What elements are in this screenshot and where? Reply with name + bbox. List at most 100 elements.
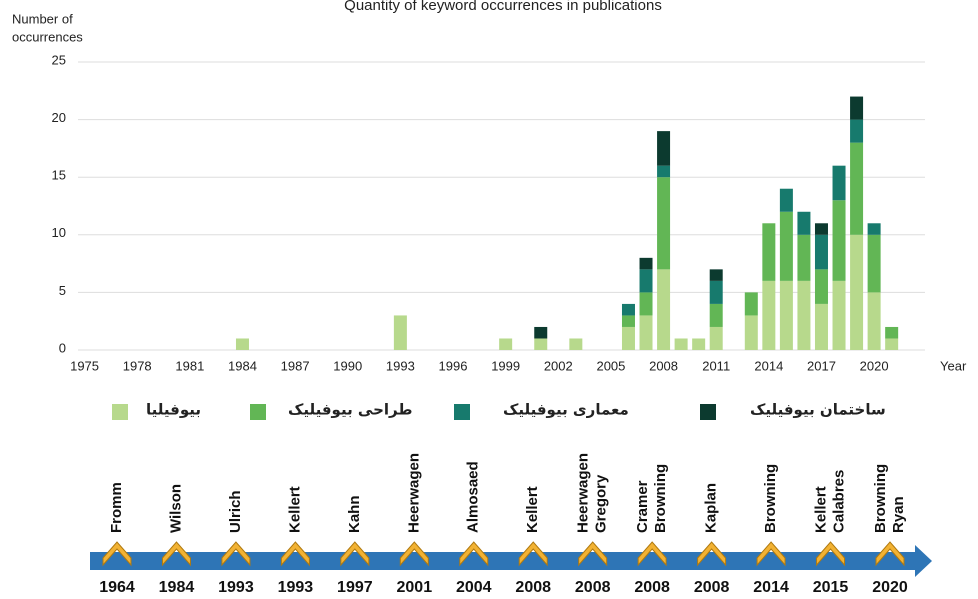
bar-segment	[621, 315, 635, 327]
timeline-year: 2001	[397, 579, 433, 596]
timeline-name: Gregory	[593, 474, 610, 533]
x-tick-label: 2002	[544, 358, 573, 373]
bar-segment	[744, 315, 758, 350]
timeline-name: Browning	[872, 464, 889, 533]
x-tick-label: 2014	[754, 358, 783, 373]
x-tick-label: 1987	[281, 358, 310, 373]
timeline-name: Kaplan	[703, 483, 720, 533]
timeline-name: Ulrich	[227, 490, 244, 533]
x-tick-label: 1999	[491, 358, 520, 373]
timeline-name: Browning	[652, 464, 669, 533]
bar-segment	[621, 303, 635, 316]
bar-segment	[797, 211, 811, 235]
bar-segment	[534, 338, 548, 350]
x-tick-label: 2011	[702, 358, 730, 373]
bar-segment	[657, 177, 671, 270]
bar-segment	[797, 280, 811, 350]
legend-swatch	[700, 404, 716, 420]
legend-swatch	[112, 404, 128, 420]
x-axis-label: Year	[940, 358, 967, 373]
x-tick-label: 1993	[386, 358, 415, 373]
bar-segment	[657, 131, 671, 166]
bar-segment	[814, 269, 828, 304]
bar-segment	[779, 188, 793, 212]
bar-segment	[639, 315, 653, 350]
timeline-year: 1984	[159, 579, 195, 596]
timeline-name: Fromm	[108, 482, 125, 533]
y-tick-label: 5	[59, 283, 66, 298]
x-tick-label: 1978	[123, 358, 152, 373]
bar-segment	[639, 257, 653, 270]
x-tick-label: 1996	[439, 358, 468, 373]
y-tick-label: 0	[59, 340, 66, 355]
timeline-marker	[637, 541, 667, 567]
bar-segment	[534, 326, 548, 339]
timeline-year: 2008	[634, 579, 670, 596]
bar-segment	[657, 165, 671, 178]
bar-segment	[621, 326, 635, 350]
x-tick-label: 2020	[860, 358, 889, 373]
timeline-year: 2020	[872, 579, 908, 596]
bar-segment	[709, 269, 723, 281]
timeline-marker	[280, 541, 310, 567]
timeline-name: Kellert	[524, 486, 541, 533]
y-axis-label: occurrences	[12, 29, 83, 44]
timeline-year: 1993	[278, 579, 314, 596]
timeline-name: Cramer	[634, 480, 651, 533]
timeline-name: Heerwagen	[575, 453, 592, 533]
bar-segment	[832, 165, 846, 201]
legend-label: معماری بیوفیلیک	[503, 401, 629, 419]
y-tick-label: 20	[52, 110, 66, 125]
bar-segment	[639, 269, 653, 293]
bar-segment	[569, 338, 583, 350]
legend-label: طراحی بیوفیلیک	[288, 401, 413, 419]
x-tick-label: 2005	[596, 358, 625, 373]
bar-segment	[832, 280, 846, 350]
bar-segment	[867, 234, 881, 293]
timeline-year: 2008	[694, 579, 730, 596]
bar-segment	[235, 338, 249, 350]
legend-swatch	[250, 404, 266, 420]
bar-segment	[814, 303, 828, 350]
timeline-name: Browning	[762, 464, 779, 533]
timeline-marker	[459, 541, 489, 567]
timeline-name: Calabres	[831, 470, 848, 533]
x-tick-label: 1984	[228, 358, 257, 373]
timeline-marker	[697, 541, 727, 567]
timeline-year: 2008	[515, 579, 551, 596]
y-axis-label: Number of	[12, 11, 73, 26]
bar-segment	[744, 292, 758, 316]
timeline-year: 2004	[456, 579, 492, 596]
bar-segment	[814, 223, 828, 235]
bar-segment	[850, 96, 864, 120]
bar-segment	[850, 119, 864, 143]
bar-segment	[499, 338, 513, 350]
bar-segment	[657, 269, 671, 350]
bar-segment	[692, 338, 706, 350]
timeline-marker	[161, 541, 191, 567]
timeline-year: 2008	[575, 579, 611, 596]
timeline-name: Kellert	[813, 486, 830, 533]
timeline-name: Kellert	[286, 486, 303, 533]
y-tick-label: 15	[52, 168, 66, 183]
bar-segment	[709, 326, 723, 350]
timeline-arrow	[90, 545, 932, 577]
y-tick-label: 25	[52, 52, 66, 67]
timeline-year: 2015	[813, 579, 849, 596]
timeline-year: 1997	[337, 579, 373, 596]
bar-segment	[709, 280, 723, 304]
bar-segment	[867, 292, 881, 350]
timeline-name: Wilson	[167, 484, 184, 533]
bar-segment	[867, 223, 881, 235]
timeline-year: 1964	[99, 579, 135, 596]
timeline-year: 2014	[753, 579, 789, 596]
legend-label: ساختمان بیوفیلیک	[750, 401, 886, 419]
x-tick-label: 1990	[333, 358, 362, 373]
timeline-marker	[518, 541, 548, 567]
legend-swatch	[454, 404, 470, 420]
bar-segment	[762, 280, 776, 350]
bar-segment	[885, 326, 899, 339]
timeline-marker	[221, 541, 251, 567]
bar-segment	[674, 338, 688, 350]
